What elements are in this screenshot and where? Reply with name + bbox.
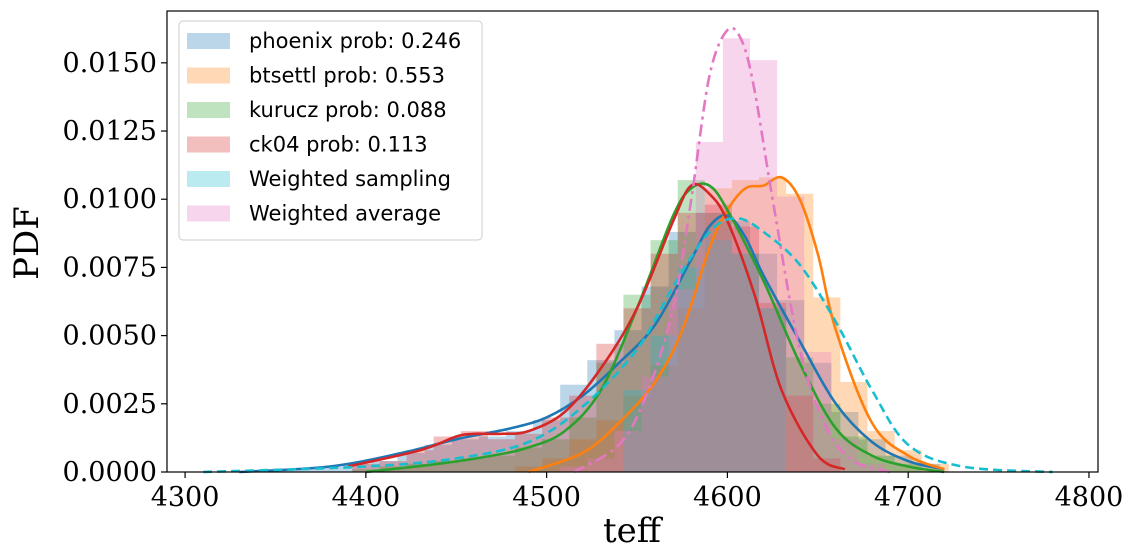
hist-bar-1 [722,221,751,472]
legend-swatch [187,102,230,118]
kde-curve-3 [365,182,945,474]
hist-bar-3 [786,357,814,472]
legend-label: Weighted average [249,202,441,226]
hist-bar-3 [352,469,380,472]
x-axis: 4300 4400 4500 4600 4700 4800 [151,472,1124,513]
hist-bar-1 [777,300,805,472]
hist-bar-1 [912,463,940,472]
y-axis-label: PDF [7,206,47,280]
legend-label: ck04 prob: 0.113 [249,133,428,157]
legend-box [178,20,483,241]
x-tick-label: 4600 [693,482,762,513]
x-tick-label: 4500 [512,482,581,513]
hist-bar-4 [379,461,407,472]
x-tick-label: 4800 [1055,482,1124,513]
hist-bar-6 [695,141,723,472]
x-tick-label: 4300 [151,482,220,513]
hist-bar-4 [352,463,380,472]
hist-bar-3 [650,240,678,472]
hist-bar-5 [650,335,678,472]
hist-bar-2 [514,466,543,472]
plot-area-frame [166,10,1099,473]
hist-bar-6 [614,431,642,472]
y-tick-label: 0.0075 [63,252,157,283]
hist-bar-3 [433,461,461,472]
x-tick-label: 4400 [331,482,400,513]
y-tick-label: 0.0000 [63,457,157,488]
hist-bar-3 [460,458,488,472]
kde-curve-6 [573,26,891,474]
hist-bar-3 [867,455,895,472]
kde-curve-4 [347,182,846,471]
hist-bar-5 [704,240,732,472]
hist-bar-6 [560,466,588,472]
hist-bar-3 [406,463,434,472]
hist-bar-3 [569,417,597,472]
histogram-layer [261,38,949,473]
hist-bar-1 [343,463,371,472]
y-tick-label: 0.0025 [63,389,157,420]
hist-bar-3 [677,180,705,472]
hist-bar-1 [289,469,317,472]
legend-swatch [187,67,230,84]
hist-bar-2 [867,431,895,472]
hist-bar-6 [668,289,696,472]
hist-bar-1 [831,411,859,472]
legend-label: Weighted sampling [249,167,451,191]
hist-bar-4 [813,458,841,472]
hist-bar-2 [704,188,732,473]
y-tick-label: 0.0100 [63,184,157,215]
hist-bar-4 [514,433,543,472]
legend-swatch [187,171,230,187]
hist-bar-3 [704,212,732,473]
kde-curve-layer [203,26,1053,474]
hist-bar-6 [587,458,615,472]
legend-label: btsettl prob: 0.553 [249,64,445,88]
y-tick-label: 0.0150 [63,48,157,79]
hist-bar-6 [722,38,751,472]
hist-bar-2 [677,308,705,472]
hist-bar-5 [731,253,760,472]
hist-bar-4 [650,253,678,472]
legend-swatch [187,33,230,49]
hist-bar-4 [569,395,597,472]
hist-bar-1 [424,444,452,472]
y-tick-label: 0.0125 [63,116,157,147]
legend-label: phoenix prob: 0.246 [249,29,461,53]
hist-bar-6 [641,376,669,472]
y-tick-label: 0.0050 [63,321,157,352]
legend: phoenix prob: 0.246 btsettl prob: 0.553 ku… [178,20,483,241]
x-tick-label: 4700 [874,482,943,513]
kde-curve-2 [528,175,945,474]
legend-label: kurucz prob: 0.088 [249,98,447,122]
kde-curve-5 [203,216,1053,474]
y-axis: 0.0000 0.0025 0.0050 0.0075 0.0100 0.0125 0.01… [63,48,167,488]
hist-bar-3 [487,455,515,472]
x-axis-label: teff [603,511,664,551]
hist-bar-3 [731,253,760,472]
hist-bar-4 [596,343,624,472]
hist-bar-6 [750,60,778,473]
legend-swatch [187,136,230,153]
hist-bar-3 [894,463,922,472]
hist-bar-1 [370,461,398,472]
hist-bar-1 [695,212,723,473]
legend-swatch [187,205,230,222]
